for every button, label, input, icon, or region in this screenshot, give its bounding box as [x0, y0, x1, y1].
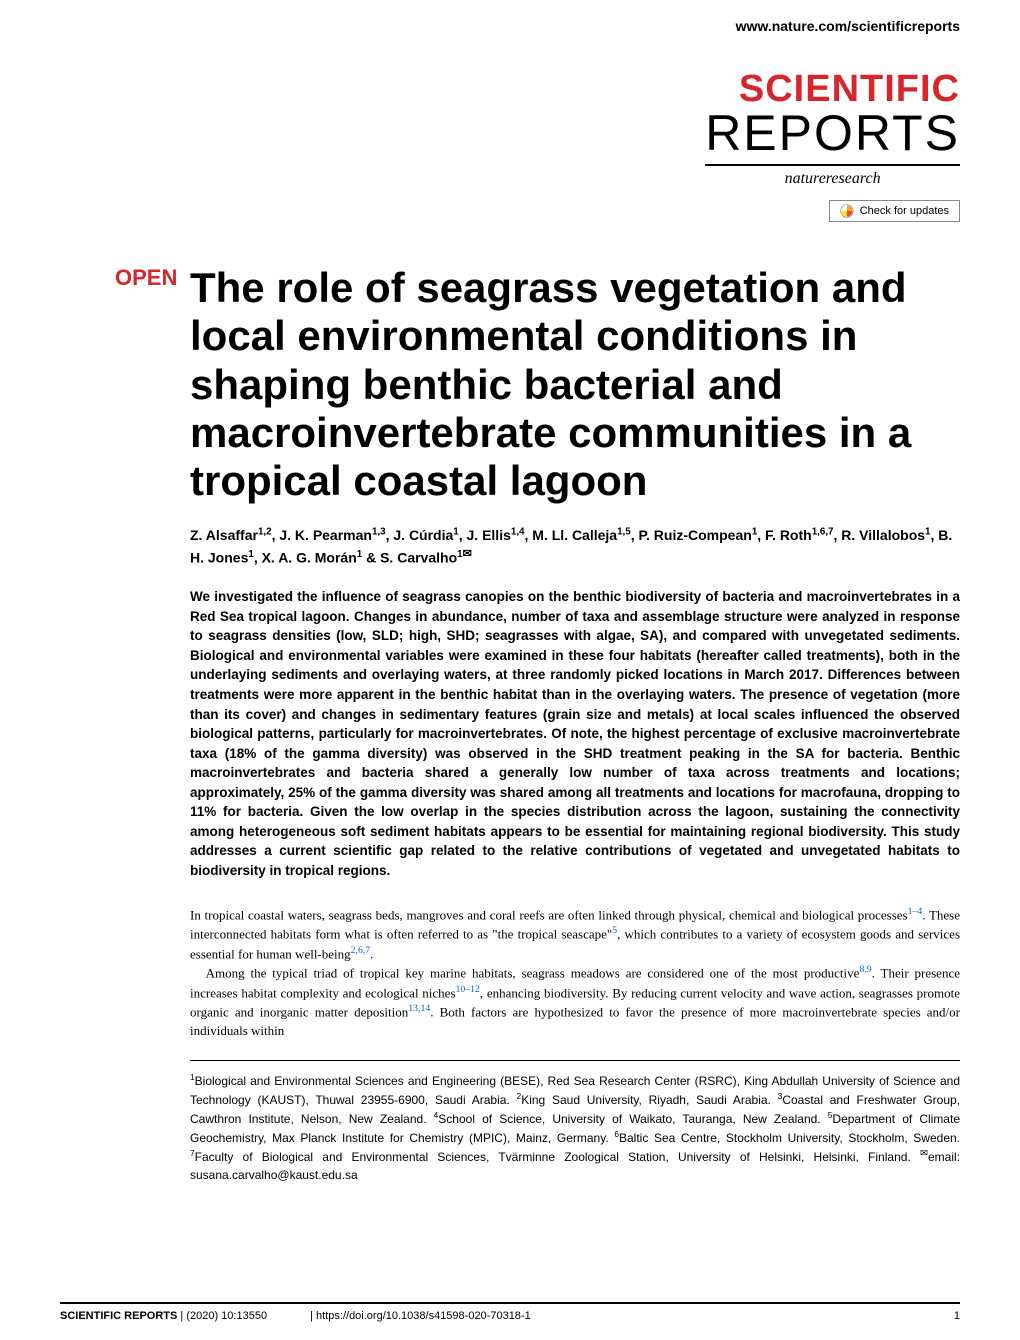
crossmark-icon	[840, 204, 854, 218]
affiliations-divider	[190, 1060, 960, 1061]
footer-doi[interactable]: https://doi.org/10.1038/s41598-020-70318…	[316, 1310, 531, 1322]
check-updates-label: Check for updates	[860, 205, 949, 217]
author: , M. Ll. Calleja	[525, 527, 618, 543]
author: , R. Villalobos	[834, 527, 926, 543]
author: , J. Ellis	[459, 527, 511, 543]
article-title: The role of seagrass vegetation and loca…	[190, 264, 960, 505]
page-number: 1	[954, 1310, 960, 1322]
body-text-span: Among the typical triad of tropical key …	[206, 965, 860, 980]
body-text: In tropical coastal waters, seagrass bed…	[190, 905, 960, 1040]
body-text-span: In tropical coastal waters, seagrass bed…	[190, 907, 908, 922]
body-text-span: .	[370, 946, 373, 961]
author: , J. Cúrdia	[386, 527, 454, 543]
author: , F. Roth	[757, 527, 811, 543]
reference-link[interactable]: 1–4	[908, 906, 923, 917]
authors-list: Z. Alsaffar1,2, J. K. Pearman1,3, J. Cúr…	[190, 525, 960, 569]
email-label: email:	[928, 1150, 960, 1164]
corresponding-author-icon: ✉	[463, 548, 472, 560]
author: , X. A. G. Morán	[254, 550, 357, 566]
page-footer: SCIENTIFIC REPORTS | (2020) 10:13550 | h…	[60, 1302, 960, 1322]
footer-separator: |	[177, 1310, 186, 1322]
author-affiliation: 1,6,7	[812, 527, 834, 538]
author-affiliation: 1,4	[511, 527, 525, 538]
title-block: The role of seagrass vegetation and loca…	[190, 264, 960, 1184]
reference-link[interactable]: 13,14	[408, 1003, 430, 1014]
journal-name-bottom: REPORTS	[705, 108, 960, 158]
header-url: www.nature.com/scientificreports	[0, 0, 1020, 34]
publisher-name: natureresearch	[705, 170, 960, 188]
footer-citation: (2020) 10:13550	[186, 1310, 267, 1322]
affiliation-text: School of Science, University of Waikato…	[438, 1112, 827, 1126]
author: Z. Alsaffar	[190, 527, 258, 543]
abstract: We investigated the influence of seagras…	[190, 587, 960, 880]
journal-branding: SCIENTIFIC REPORTS natureresearch Check …	[705, 70, 960, 222]
email-icon: ✉	[920, 1148, 928, 1159]
author-affiliation: 1,5	[617, 527, 631, 538]
affiliations: 1Biological and Environmental Sciences a…	[190, 1071, 960, 1184]
author-affiliation: 1,2	[258, 527, 272, 538]
journal-divider	[705, 164, 960, 166]
reference-link[interactable]: 2,6,7	[351, 945, 371, 956]
affiliation-text: King Saud University, Riyadh, Saudi Arab…	[521, 1093, 777, 1107]
reference-link[interactable]: 10–12	[456, 984, 480, 995]
footer-journal: SCIENTIFIC REPORTS	[60, 1310, 177, 1322]
journal-name-top: SCIENTIFIC	[705, 70, 960, 108]
check-updates-button[interactable]: Check for updates	[829, 200, 960, 222]
body-paragraph-2: Among the typical triad of tropical key …	[190, 963, 960, 1040]
body-paragraph-1: In tropical coastal waters, seagrass bed…	[190, 905, 960, 964]
author: & S. Carvalho	[362, 550, 457, 566]
author: , P. Ruiz-Compean	[631, 527, 752, 543]
corresponding-email[interactable]: susana.carvalho@kaust.edu.sa	[190, 1168, 358, 1182]
author: , J. K. Pearman	[272, 527, 372, 543]
affiliation-text: Baltic Sea Centre, Stockholm University,…	[619, 1131, 960, 1145]
reference-link[interactable]: 8,9	[859, 964, 871, 975]
author-affiliation: 1,3	[372, 527, 386, 538]
affiliation-text: Faculty of Biological and Environmental …	[195, 1150, 920, 1164]
